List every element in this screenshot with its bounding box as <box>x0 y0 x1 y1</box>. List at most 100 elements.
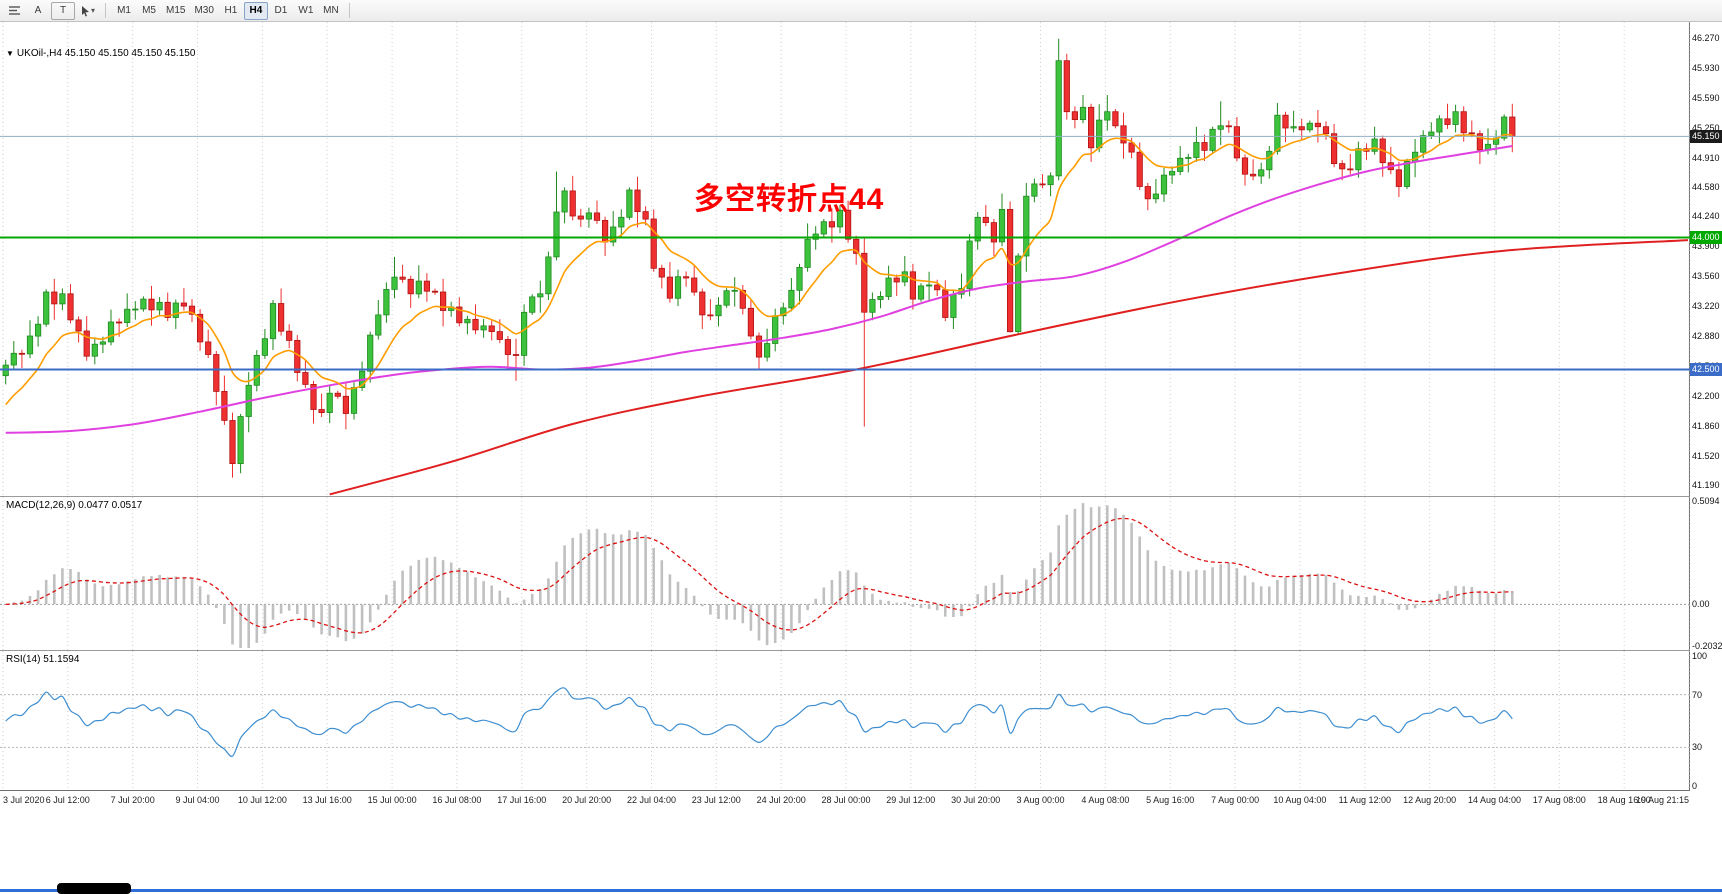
time-axis[interactable]: 3 Jul 2020 6 Jul 12:00 7 Jul 20:00 9 Jul 04… <box>0 791 1722 811</box>
price-tick: 41.520 <box>1692 450 1720 461</box>
time-label: 16 Jul 08:00 <box>432 795 482 805</box>
menu-lines-glyph <box>9 6 20 15</box>
toolbar: A T ▾ M1 M5 M15 M30 H1 H4 D1 W1 MN <box>0 0 1722 22</box>
time-label: 23 Jul 12:00 <box>691 795 741 805</box>
rsi-tick: 30 <box>1692 742 1703 753</box>
chart-collapse-icon[interactable]: ▼ <box>6 49 14 58</box>
chart-ohlc-text: UKOil-,H4 45.150 45.150 45.150 45.150 <box>16 48 196 59</box>
text-annotate-button[interactable]: A <box>26 2 50 20</box>
timeframe-M1[interactable]: M1 <box>117 5 131 16</box>
timeframe-H1[interactable]: H1 <box>224 5 238 16</box>
macd-histogram <box>12 503 1514 648</box>
cursor-icon <box>82 5 89 16</box>
rsi-canvas[interactable] <box>0 651 1690 791</box>
price-tick: 45.590 <box>1692 92 1720 103</box>
time-label: 13 Jul 16:00 <box>302 795 352 805</box>
time-label: 6 Jul 12:00 <box>45 795 90 805</box>
time-label: 29 Jul 12:00 <box>886 795 936 805</box>
macd-tick: -0.2032 <box>1692 640 1722 651</box>
timeframe-D1[interactable]: D1 <box>274 5 288 16</box>
time-label: 28 Jul 00:00 <box>821 795 871 805</box>
ma-mid-line <box>5 145 1513 434</box>
price-badge-42.500: 42.500 <box>1690 363 1722 376</box>
cursor-tool-button[interactable]: ▾ <box>76 2 99 20</box>
price-tick: 42.880 <box>1692 331 1720 341</box>
time-label: 7 Aug 00:00 <box>1211 795 1260 805</box>
macd-tick: 0.5094 <box>1692 496 1720 507</box>
price-badge-45.150: 45.150 <box>1690 129 1722 143</box>
time-label: 3 Aug 00:00 <box>1016 795 1065 805</box>
price-tick: 41.860 <box>1692 420 1720 431</box>
price-tick: 46.270 <box>1692 32 1720 43</box>
time-label: 10 Aug 04:00 <box>1273 795 1327 805</box>
timeframe-toolbar: M1 M5 M15 M30 H1 H4 D1 W1 MN <box>112 1 343 20</box>
price-tick: 41.190 <box>1692 479 1720 490</box>
ma-slow-line <box>329 239 1689 496</box>
bottom-pill <box>57 883 131 894</box>
macd-canvas[interactable] <box>0 497 1690 651</box>
rsi-tick: 0 <box>1692 781 1698 791</box>
timeframe-H4[interactable]: H4 <box>243 1 268 20</box>
time-label: 14 Aug 04:00 <box>1467 795 1522 805</box>
time-label: 30 Jul 20:00 <box>951 795 1001 805</box>
time-label: 7 Jul 20:00 <box>110 795 155 805</box>
macd-panel[interactable]: MACD(12,26,9) 0.0477 0.0517 <box>0 497 1690 651</box>
timeframe-M15[interactable]: M15 <box>166 5 186 16</box>
rsi-levels <box>0 694 1690 748</box>
time-label: 11 Aug 12:00 <box>1338 795 1391 805</box>
main-chart-canvas[interactable] <box>0 22 1690 497</box>
macd-axis[interactable]: 0.5094 0.00 -0.2032 <box>1690 496 1722 651</box>
time-label: 24 Jul 20:00 <box>756 795 806 805</box>
timeframe-M30[interactable]: M30 <box>194 5 214 16</box>
macd-signal-line <box>5 517 1513 634</box>
price-tick: 45.250 <box>1692 122 1720 133</box>
menu-lines-icon[interactable] <box>4 2 25 20</box>
candles <box>2 38 1516 478</box>
macd-tick: 0.00 <box>1692 599 1710 610</box>
toolbar-separator <box>348 3 350 18</box>
toolbar-separator <box>105 3 107 18</box>
timeframe-MN[interactable]: MN <box>323 5 339 16</box>
ma-fast-line <box>5 133 1513 406</box>
price-tick: 42.200 <box>1692 390 1720 401</box>
time-label: 5 Aug 16:00 <box>1146 795 1195 805</box>
time-label: 22 Jul 04:00 <box>626 795 677 805</box>
rsi-label: RSI(14) 51.1594 <box>6 654 80 665</box>
v-gridlines <box>2 651 1690 791</box>
timeframe-M5[interactable]: M5 <box>142 5 156 16</box>
rsi-panel[interactable]: RSI(14) 51.1594 <box>0 651 1690 791</box>
price-tick: 43.900 <box>1692 241 1720 252</box>
time-label: 17 Jul 16:00 <box>497 795 547 805</box>
chevron-down-icon: ▾ <box>91 6 96 15</box>
price-tick: 44.240 <box>1692 211 1720 222</box>
price-tick: 43.220 <box>1692 301 1720 312</box>
price-badge-44.000: 44.000 <box>1690 231 1722 244</box>
time-label: 4 Aug 08:00 <box>1081 795 1130 805</box>
timeframe-W1[interactable]: W1 <box>298 5 314 16</box>
macd-label: MACD(12,26,9) 0.0477 0.0517 <box>6 500 143 511</box>
price-tick: 44.580 <box>1692 181 1720 192</box>
main-chart-panel[interactable]: ▼ UKOil-,H4 45.150 45.150 45.150 45.150 多… <box>0 22 1690 497</box>
time-label: 17 Aug 08:00 <box>1532 795 1586 805</box>
level-lines <box>0 135 1690 371</box>
rsi-axis[interactable]: 100 70 30 0 <box>1690 651 1722 791</box>
time-label: 12 Aug 20:00 <box>1403 795 1457 805</box>
price-tick: 44.910 <box>1692 152 1720 163</box>
time-label: 10 Jul 12:00 <box>237 795 287 805</box>
text-annotate-label: A <box>34 5 42 16</box>
rsi-tick: 70 <box>1692 689 1703 700</box>
main-price-axis[interactable]: 46.270 45.930 45.590 45.250 44.910 44.580 44.2… <box>1690 22 1722 497</box>
time-label: 20 Jul 20:00 <box>562 795 612 805</box>
text-box-label: T <box>59 5 67 16</box>
rsi-tick: 100 <box>1692 651 1708 661</box>
chart-symbol-label: ▼ UKOil-,H4 45.150 45.150 45.150 45.150 <box>6 48 195 59</box>
time-label: 19 Aug 21:15 <box>1635 795 1689 805</box>
rsi-line <box>5 687 1513 757</box>
v-gridlines <box>2 497 1690 651</box>
time-label: 3 Jul 2020 <box>3 795 45 805</box>
bottom-accent-line <box>0 889 1722 892</box>
price-tick: 43.560 <box>1692 271 1720 282</box>
text-box-button[interactable]: T <box>51 1 75 20</box>
time-label: 18 Aug 16:00 <box>1597 795 1651 805</box>
